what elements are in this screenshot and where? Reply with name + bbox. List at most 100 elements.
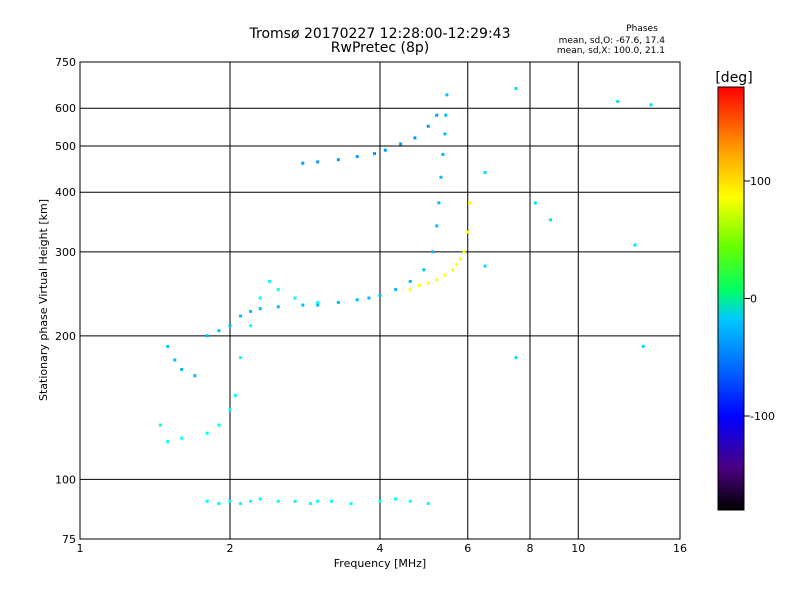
data-point (173, 358, 177, 362)
data-point (316, 303, 320, 307)
data-point (394, 288, 398, 292)
data-point (483, 170, 487, 174)
y-tick-label: 100 (55, 473, 76, 486)
data-point (228, 324, 232, 328)
data-point (444, 113, 448, 117)
x-tick-label: 6 (464, 542, 471, 555)
colorbar-tick-label: 100 (750, 175, 771, 188)
data-point (373, 152, 377, 156)
data-point (293, 296, 297, 300)
data-point (193, 374, 197, 378)
data-point (468, 201, 472, 205)
data-point (355, 298, 359, 302)
data-point (437, 201, 441, 205)
data-point (443, 273, 447, 277)
data-point (533, 201, 537, 205)
x-tick-labels: 1 2 4 6 8 10 16 (77, 542, 688, 555)
chart-subtitle: RwPretec (8p) (331, 40, 429, 56)
data-point (205, 431, 209, 435)
data-point (383, 148, 387, 152)
data-point (316, 499, 320, 503)
data-point (293, 499, 297, 503)
data-point (166, 344, 170, 348)
data-point (633, 243, 637, 247)
y-tick-labels: 75 100 200 300 400 500 600 750 (55, 56, 76, 546)
x-tick-label: 2 (227, 542, 234, 555)
data-point (435, 224, 439, 228)
data-point (180, 367, 184, 371)
data-point (355, 155, 359, 159)
data-point (378, 293, 382, 297)
data-point (158, 423, 162, 427)
y-tick-label: 500 (55, 140, 76, 153)
y-axis-label: Stationary phase Virtual Height [km] (37, 199, 50, 401)
data-point (301, 303, 305, 307)
data-point (514, 356, 518, 360)
data-point (426, 502, 430, 506)
data-point (316, 160, 320, 164)
x-axis-label: Frequency [MHz] (334, 557, 426, 570)
colorbar-ticks: 100 0 -100 (744, 175, 775, 423)
data-point (435, 113, 439, 117)
data-point (514, 86, 518, 90)
x-tick-label: 16 (673, 542, 687, 555)
data-point (217, 423, 221, 427)
data-point (641, 344, 645, 348)
data-point (239, 356, 243, 360)
data-point (316, 300, 320, 304)
data-point (239, 314, 243, 318)
data-point (408, 499, 412, 503)
data-point (394, 497, 398, 501)
x-tick-label: 1 (77, 542, 84, 555)
data-point (166, 440, 170, 444)
data-point (217, 329, 221, 333)
data-point (439, 175, 443, 179)
data-point (443, 132, 447, 136)
colorbar-label: [deg] (715, 70, 752, 86)
data-point (445, 93, 449, 97)
data-point (217, 502, 221, 506)
data-point (276, 499, 280, 503)
colorbar-tick-label: 0 (750, 293, 757, 306)
data-point (549, 218, 553, 222)
data-point (349, 502, 353, 506)
data-point (408, 279, 412, 283)
data-point (435, 278, 439, 282)
data-point (462, 250, 466, 254)
data-point (276, 288, 280, 292)
y-tick-label: 600 (55, 102, 76, 115)
data-point (336, 158, 340, 162)
x-tick-label: 4 (377, 542, 384, 555)
data-point (336, 300, 340, 304)
y-tick-label: 200 (55, 330, 76, 343)
x-tick-label: 10 (571, 542, 585, 555)
data-point (441, 152, 445, 156)
y-tick-label: 750 (55, 56, 76, 69)
data-point (330, 499, 334, 503)
data-point (228, 408, 232, 412)
y-tick-label: 300 (55, 246, 76, 259)
plot-frame (79, 61, 681, 540)
data-point (276, 305, 280, 309)
data-point (249, 499, 253, 503)
data-point (466, 230, 470, 234)
data-point (649, 103, 653, 107)
data-point (417, 283, 421, 287)
data-point (399, 142, 403, 146)
stats-heading: Phases (626, 24, 658, 34)
grid-layer (79, 61, 681, 540)
y-tick-label: 75 (62, 533, 76, 546)
y-tick-label: 400 (55, 186, 76, 199)
data-point (408, 288, 412, 292)
data-point (249, 309, 253, 313)
data-point (301, 161, 305, 165)
data-point (426, 124, 430, 128)
data-point (258, 307, 262, 311)
data-point (455, 263, 459, 267)
data-point (422, 268, 426, 272)
x-tick-label: 8 (527, 542, 534, 555)
data-point (180, 436, 184, 440)
data-points-layer (158, 86, 653, 506)
data-point (367, 296, 371, 300)
